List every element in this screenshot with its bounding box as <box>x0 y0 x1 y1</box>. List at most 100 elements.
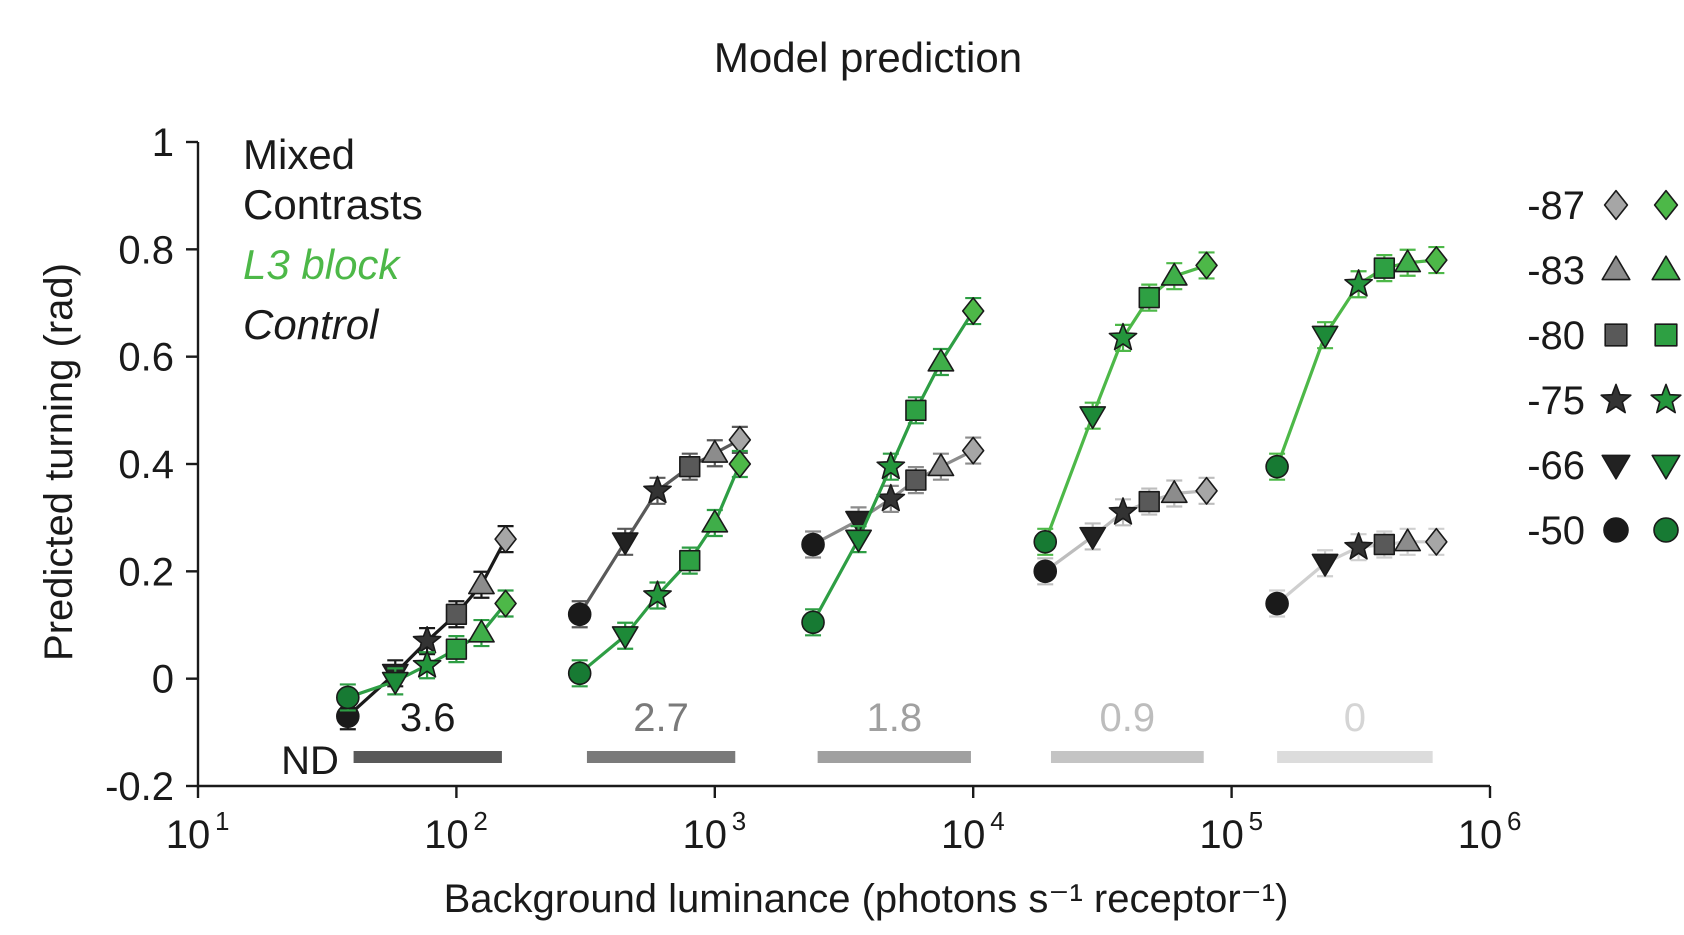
key-marker-control <box>1604 323 1628 347</box>
data-point <box>1195 476 1218 505</box>
y-tick-label: 0.2 <box>118 550 174 594</box>
series-line <box>578 463 742 675</box>
key-label: -80 <box>1527 314 1585 358</box>
nd-bars: ND 3.6 2.7 1.8 0.9 0 <box>281 696 1433 783</box>
data-point <box>1394 528 1422 552</box>
data-point <box>1079 526 1107 550</box>
x-tick-label: 10 <box>683 813 728 857</box>
key-label: -50 <box>1527 509 1585 553</box>
data-point <box>494 525 517 554</box>
data-point <box>336 685 360 710</box>
data-point <box>1373 533 1396 556</box>
block-series <box>336 589 517 712</box>
data-point <box>1344 532 1373 560</box>
key-marker-block <box>1651 454 1681 480</box>
nd-bar <box>353 751 502 763</box>
control-series <box>1033 476 1218 586</box>
data-point <box>643 580 672 608</box>
data-point <box>1160 480 1188 504</box>
data-point <box>445 603 468 625</box>
nd-bar <box>1277 751 1433 763</box>
block-series <box>1033 251 1218 556</box>
data-point <box>445 638 468 660</box>
data-point <box>1079 406 1107 430</box>
x-tick-label: 10 <box>166 813 211 857</box>
data-point <box>679 455 701 478</box>
data-point <box>1394 249 1422 273</box>
data-point <box>728 425 752 454</box>
key-marker-control <box>1600 383 1632 414</box>
x-tick-label: 10 <box>424 813 469 857</box>
data-point <box>1033 530 1058 554</box>
data-point <box>1138 490 1160 513</box>
legend-entry: Mixed <box>243 131 355 178</box>
data-point <box>1311 325 1339 349</box>
data-point <box>1265 454 1289 479</box>
x-tick-exponent: 1 <box>215 806 229 836</box>
data-point <box>381 671 409 695</box>
data-point <box>412 650 442 678</box>
data-point <box>1344 269 1373 297</box>
data-point <box>1108 322 1138 351</box>
nd-bar-label: 0.9 <box>1100 696 1156 740</box>
data-point <box>1160 262 1188 286</box>
data-point <box>567 661 592 686</box>
nd-bar <box>586 751 736 763</box>
key-label: -83 <box>1527 249 1585 293</box>
block-series <box>1265 245 1448 481</box>
data-point <box>701 509 729 533</box>
x-tick-exponent: 3 <box>732 806 746 836</box>
data-point <box>567 602 592 627</box>
x-tick-exponent: 4 <box>990 806 1004 836</box>
data-point <box>1108 497 1138 525</box>
data-point <box>467 571 495 595</box>
key-marker-block <box>1653 189 1679 221</box>
axes: 10.80.60.40.20-0.210 1 10 2 10 3 10 4 10 5 10 6 <box>105 121 1521 857</box>
nd-label: ND <box>281 739 339 783</box>
nd-bar <box>1050 751 1204 763</box>
control-series <box>567 425 752 629</box>
data-point <box>701 439 729 463</box>
data-point <box>927 453 955 477</box>
data-point <box>679 549 701 572</box>
nd-bar-label: 0 <box>1344 696 1366 740</box>
x-tick-exponent: 6 <box>1507 806 1521 836</box>
key-marker-block <box>1651 255 1681 281</box>
key-label: -66 <box>1527 444 1585 488</box>
key-marker-block <box>1654 323 1678 347</box>
legend-entry: Control <box>243 301 380 348</box>
data-point <box>1311 553 1339 577</box>
control-series <box>1265 527 1448 618</box>
data-point <box>643 475 672 504</box>
x-tick-label: 10 <box>1458 813 1503 857</box>
x-tick-exponent: 2 <box>473 806 487 836</box>
x-tick-label: 10 <box>941 813 986 857</box>
data-point <box>412 626 442 654</box>
data-point <box>961 436 985 465</box>
data-point <box>1425 246 1448 275</box>
key-marker-control <box>1601 255 1631 281</box>
data-point <box>1373 257 1396 279</box>
data-point <box>876 483 906 512</box>
data-point <box>1265 591 1289 616</box>
legend-entry: Contrasts <box>243 181 423 228</box>
data-point <box>728 450 752 478</box>
nd-bar <box>817 751 971 763</box>
y-tick-label: 0.6 <box>118 336 174 380</box>
data-point <box>467 619 495 643</box>
control-series <box>801 436 985 559</box>
data-point <box>1138 286 1160 309</box>
data-point <box>611 532 639 556</box>
block-series <box>567 449 752 688</box>
data-point <box>905 469 927 491</box>
x-tick-exponent: 5 <box>1249 806 1263 836</box>
key-marker-block <box>1650 383 1682 414</box>
data-point <box>1033 559 1058 584</box>
data-point <box>611 626 639 650</box>
key-marker-block <box>1653 517 1679 543</box>
data-point <box>801 532 825 557</box>
data-point <box>845 529 872 553</box>
key-label: -87 <box>1527 184 1585 228</box>
chart-title: Model prediction <box>714 34 1022 81</box>
